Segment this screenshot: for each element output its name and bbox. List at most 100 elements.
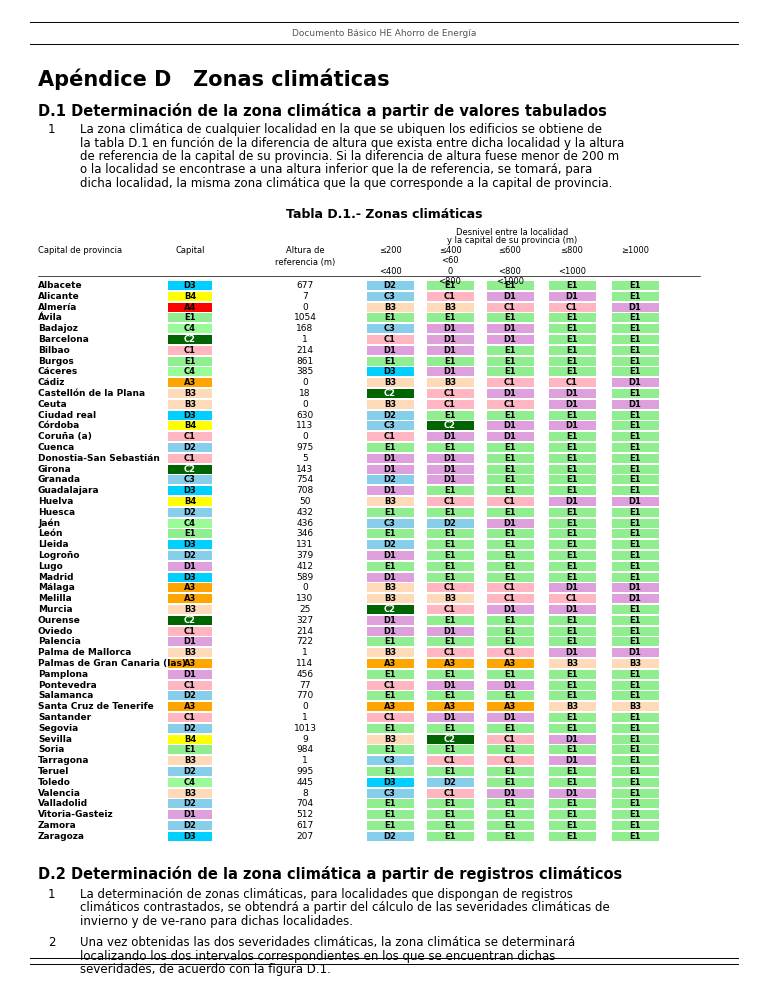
Bar: [611, 551, 658, 560]
Text: E1: E1: [566, 508, 578, 517]
Bar: [366, 357, 413, 366]
Text: E1: E1: [384, 357, 396, 366]
Text: C1: C1: [444, 291, 456, 301]
Text: D1: D1: [565, 756, 578, 765]
Text: C3: C3: [384, 519, 396, 528]
Bar: [426, 302, 474, 311]
Bar: [366, 681, 413, 690]
Text: D1: D1: [383, 346, 396, 355]
Text: B4: B4: [184, 735, 196, 744]
Text: D3: D3: [184, 573, 197, 581]
Bar: [486, 291, 534, 301]
Bar: [168, 411, 212, 419]
Bar: [611, 519, 658, 528]
Text: E1: E1: [384, 767, 396, 776]
Text: A3: A3: [184, 594, 196, 603]
Bar: [611, 756, 658, 765]
Bar: [611, 291, 658, 301]
Text: Oviedo: Oviedo: [38, 626, 74, 635]
Text: C1: C1: [444, 400, 456, 409]
Text: 1: 1: [302, 756, 308, 765]
Text: D2: D2: [184, 767, 197, 776]
Text: Huesca: Huesca: [38, 508, 75, 517]
Text: E1: E1: [505, 313, 516, 322]
Text: E1: E1: [384, 562, 396, 571]
Text: E1: E1: [566, 335, 578, 344]
Bar: [168, 357, 212, 366]
Bar: [168, 832, 212, 841]
Text: D1: D1: [504, 788, 516, 797]
Bar: [486, 432, 534, 441]
Text: E1: E1: [566, 313, 578, 322]
Text: E1: E1: [629, 529, 641, 539]
Bar: [366, 540, 413, 549]
Text: D1: D1: [444, 368, 456, 377]
Bar: [366, 767, 413, 776]
Bar: [426, 821, 474, 830]
Bar: [486, 335, 534, 344]
Bar: [426, 670, 474, 679]
Text: Santa Cruz de Tenerife: Santa Cruz de Tenerife: [38, 702, 154, 711]
Bar: [548, 411, 595, 419]
Text: C1: C1: [504, 648, 516, 657]
Text: C2: C2: [444, 421, 456, 430]
Text: 5: 5: [302, 453, 308, 462]
Bar: [366, 464, 413, 473]
Bar: [611, 832, 658, 841]
Bar: [486, 281, 534, 290]
Text: 214: 214: [296, 626, 313, 635]
Bar: [486, 735, 534, 744]
Bar: [611, 821, 658, 830]
Text: B3: B3: [629, 659, 641, 668]
Bar: [611, 508, 658, 517]
Bar: [611, 497, 658, 506]
Text: D1: D1: [565, 605, 578, 614]
Text: B3: B3: [444, 594, 456, 603]
Bar: [366, 724, 413, 733]
Text: A3: A3: [444, 702, 456, 711]
Bar: [486, 421, 534, 430]
Bar: [486, 670, 534, 679]
Text: E1: E1: [566, 767, 578, 776]
Text: E1: E1: [629, 832, 641, 841]
Bar: [548, 777, 595, 786]
Text: 0: 0: [302, 432, 308, 441]
Text: E1: E1: [444, 810, 455, 819]
Text: E1: E1: [384, 670, 396, 679]
Bar: [426, 335, 474, 344]
Text: Salamanca: Salamanca: [38, 691, 94, 701]
Bar: [168, 302, 212, 311]
Bar: [548, 302, 595, 311]
Bar: [486, 551, 534, 560]
Text: C1: C1: [444, 583, 456, 592]
Text: Ourense: Ourense: [38, 615, 81, 624]
Text: y la capital de su provincia (m): y la capital de su provincia (m): [448, 236, 578, 245]
Bar: [611, 357, 658, 366]
Bar: [426, 389, 474, 398]
Bar: [168, 497, 212, 506]
Text: E1: E1: [629, 508, 641, 517]
Text: E1: E1: [566, 529, 578, 539]
Bar: [426, 659, 474, 668]
Text: D1: D1: [504, 389, 516, 398]
Text: E1: E1: [505, 670, 516, 679]
Text: Ceuta: Ceuta: [38, 400, 68, 409]
Bar: [611, 799, 658, 808]
Text: A3: A3: [384, 702, 396, 711]
Bar: [611, 615, 658, 624]
Bar: [486, 821, 534, 830]
Bar: [168, 562, 212, 571]
Text: D1: D1: [504, 421, 516, 430]
Text: 512: 512: [296, 810, 313, 819]
Bar: [611, 767, 658, 776]
Text: D1: D1: [565, 497, 578, 506]
Bar: [168, 400, 212, 409]
Text: D3: D3: [184, 832, 197, 841]
Bar: [611, 335, 658, 344]
Text: E1: E1: [629, 735, 641, 744]
Text: 1013: 1013: [293, 724, 316, 733]
Text: 2: 2: [48, 936, 55, 949]
Text: ≤600

<800
<1000: ≤600 <800 <1000: [496, 246, 524, 286]
Bar: [168, 777, 212, 786]
Text: B4: B4: [184, 497, 196, 506]
